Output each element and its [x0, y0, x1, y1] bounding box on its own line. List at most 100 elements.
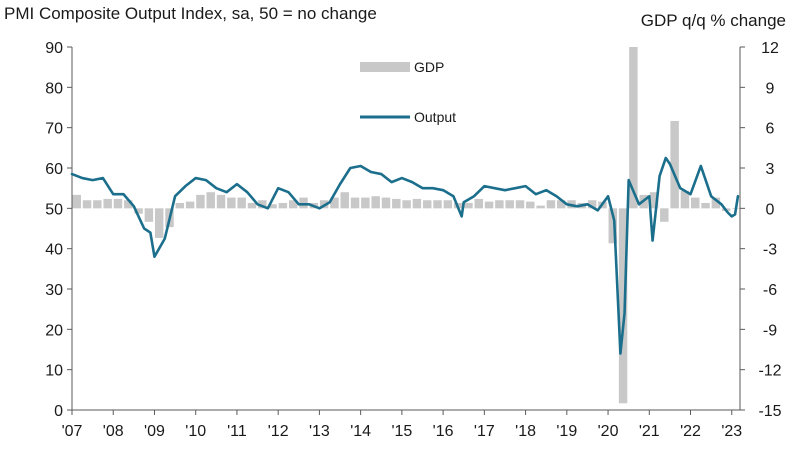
gdp-bar — [381, 197, 391, 209]
gdp-bar — [443, 200, 453, 209]
left-tick-label: 40 — [45, 242, 63, 259]
gdp-bar — [701, 202, 710, 209]
gdp-bar — [237, 197, 246, 209]
gdp-bar — [526, 201, 535, 209]
x-tick-label: '22 — [680, 423, 701, 440]
gdp-bars — [72, 47, 741, 404]
x-tick-label: '07 — [62, 423, 83, 440]
gdp-bar — [196, 194, 205, 209]
left-tick-label: 20 — [45, 322, 63, 339]
gdp-bar — [412, 198, 422, 209]
left-tick-label: 0 — [54, 403, 63, 420]
left-tick-label: 80 — [45, 80, 63, 97]
x-tick-label: '17 — [474, 423, 495, 440]
legend-gdp-swatch — [360, 62, 410, 72]
legend-output-label: Output — [414, 109, 456, 125]
gdp-bar — [154, 208, 164, 238]
legend: GDP Output — [360, 59, 456, 125]
x-tick-label: '09 — [144, 423, 165, 440]
right-tick-label: -15 — [758, 403, 781, 420]
gdp-bar — [515, 200, 525, 209]
gdp-bar — [546, 200, 556, 209]
gdp-bar — [268, 204, 277, 209]
gdp-bar — [557, 200, 566, 209]
gdp-bar — [608, 208, 617, 244]
gdp-bar — [371, 196, 380, 209]
gdp-bar — [474, 198, 483, 209]
gdp-bar — [216, 194, 226, 209]
x-tick-label: '18 — [515, 423, 536, 440]
gdp-bar — [103, 198, 112, 209]
gdp-bar — [93, 200, 102, 209]
right-tick-label: 9 — [766, 80, 775, 97]
x-tick-label: '12 — [268, 423, 289, 440]
gdp-bar — [258, 200, 267, 209]
gdp-bar — [392, 198, 401, 209]
gdp-bar — [629, 47, 638, 209]
gdp-bar — [206, 192, 215, 209]
gdp-bar — [82, 200, 92, 209]
right-axis-title: GDP q/q % change — [640, 11, 786, 30]
gdp-bar — [185, 201, 195, 209]
x-tick-label: '21 — [639, 423, 660, 440]
left-tick-label: 50 — [45, 201, 63, 218]
gdp-bar — [288, 200, 298, 209]
gdp-bar — [618, 208, 628, 404]
gdp-bar — [402, 200, 411, 209]
output-line — [70, 156, 740, 355]
gdp-bar — [484, 201, 494, 209]
right-tick-label: -9 — [763, 322, 777, 339]
gdp-bar — [278, 202, 288, 209]
gdp-bar — [299, 197, 308, 209]
gdp-bar — [247, 202, 257, 209]
gdp-bar — [495, 200, 504, 209]
right-tick-label: 12 — [761, 40, 779, 57]
gdp-bar — [691, 197, 700, 209]
gdp-bar — [649, 192, 659, 209]
gdp-bar — [361, 197, 370, 209]
gdp-bar — [124, 200, 133, 209]
left-tick-label: 10 — [45, 363, 63, 380]
x-tick-label: '13 — [309, 423, 330, 440]
x-tick-label: '11 — [227, 423, 247, 440]
gdp-bar — [330, 197, 339, 209]
gdp-bar — [464, 202, 473, 209]
output-line-group — [70, 156, 740, 355]
x-tick-label: '14 — [350, 423, 371, 440]
right-tick-label: 3 — [766, 161, 775, 178]
gdp-bar — [175, 202, 185, 209]
gdp-bar — [144, 208, 154, 222]
x-tick-label: '10 — [185, 423, 206, 440]
gdp-bar — [433, 200, 442, 209]
left-tick-label: 30 — [45, 282, 63, 299]
left-tick-label: 90 — [45, 40, 63, 57]
gdp-bar — [113, 198, 123, 209]
x-tick-label: '15 — [391, 423, 412, 440]
gdp-bar — [350, 197, 360, 209]
gdp-bar — [536, 205, 545, 209]
right-tick-label: -12 — [758, 363, 781, 380]
x-tick-label: '08 — [103, 423, 124, 440]
x-tick-label: '16 — [433, 423, 454, 440]
gdp-bar — [134, 208, 143, 214]
gdp-bar — [711, 197, 721, 209]
left-tick-label: 60 — [45, 161, 63, 178]
right-tick-label: 0 — [766, 201, 775, 218]
legend-gdp-label: GDP — [414, 59, 444, 75]
gdp-bar — [505, 200, 514, 209]
left-tick-label: 70 — [45, 121, 63, 138]
gdp-bar — [587, 200, 597, 209]
gdp-bar — [680, 190, 690, 209]
right-tick-label: -3 — [763, 242, 777, 259]
x-tick-label: '20 — [598, 423, 619, 440]
axes: 0 10 20 30 40 50 60 70 80 90 -15 -12 -9 -6 -3 0 3 6 9 12 '07… — [45, 40, 781, 440]
gdp-bar — [227, 197, 236, 209]
left-axis-title: PMI Composite Output Index, sa, 50 = no … — [4, 4, 377, 23]
gdp-bar — [670, 120, 679, 209]
gdp-bar — [422, 200, 432, 209]
x-tick-label: '23 — [721, 423, 742, 440]
right-tick-label: -6 — [763, 282, 777, 299]
x-tick-label: '19 — [556, 423, 577, 440]
right-tick-label: 6 — [766, 121, 775, 138]
